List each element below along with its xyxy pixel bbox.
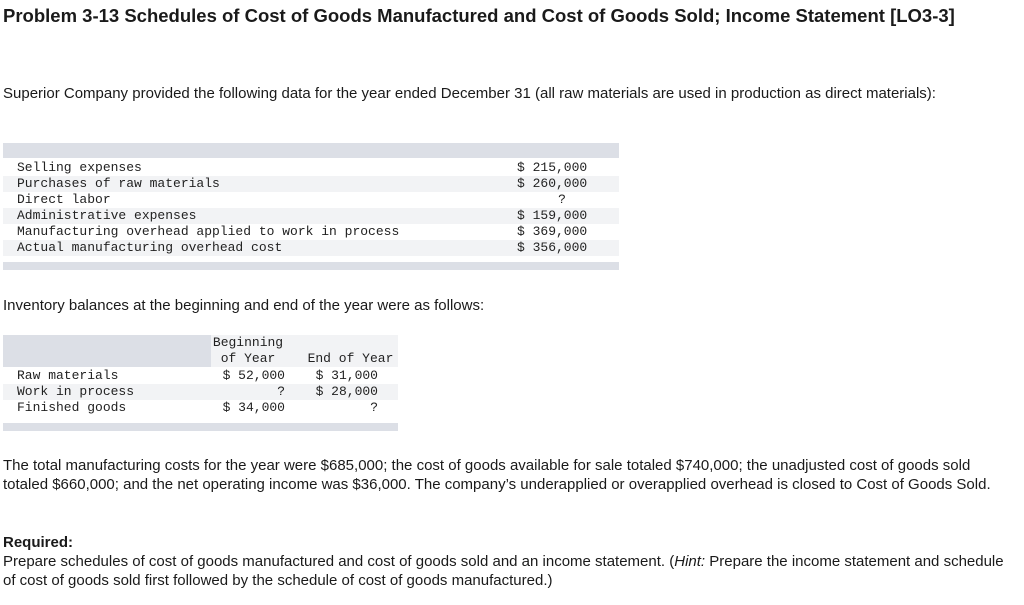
table-header-band — [3, 335, 211, 367]
data-table: Selling expenses $ 215,000 Purchases of ra… — [3, 143, 619, 270]
table-row: Selling expenses $ 215,000 — [3, 160, 619, 176]
row-value: $ 34,000 — [222, 400, 285, 415]
table-header-band — [211, 335, 398, 367]
row-value: $ 260,000 — [517, 176, 588, 191]
column-header: End of Year — [307, 351, 394, 366]
row-value: ? — [370, 400, 378, 415]
row-value: $ 369,000 — [517, 224, 588, 239]
row-value: $ 52,000 — [222, 368, 285, 383]
intro: Superior Company provided the following … — [3, 85, 936, 102]
inventory-table: Beginning of Year End of Year Raw materials… — [3, 335, 398, 431]
row-label: Administrative expenses — [17, 208, 197, 223]
table-header-band — [3, 143, 619, 158]
table-row: Administrative expenses $ 159,000 — [3, 208, 619, 224]
row-value: $ 28,000 — [315, 384, 378, 399]
column-header: of Year — [220, 351, 276, 366]
row-label: Manufacturing overhead applied to work i… — [17, 224, 400, 239]
row-value: $ 356,000 — [517, 240, 588, 255]
table-row: Direct labor? — [3, 192, 619, 208]
required-label: Required: — [3, 534, 74, 551]
table-row: Manufacturing overhead applied to work i… — [3, 224, 619, 240]
table-row: Raw materials $ 52,000 $ 31,000 — [3, 368, 398, 384]
paragraph: The total manufacturing costs for the ye… — [3, 457, 991, 493]
hint-label: Hint: — [674, 553, 706, 570]
row-label: Actual manufacturing overhead cost — [17, 240, 283, 255]
row-label: Finished goods — [17, 400, 127, 415]
row-label: Raw materials — [17, 368, 119, 383]
row-value: $ 159,000 — [517, 208, 588, 223]
row-value: ? — [277, 384, 285, 399]
row-label: Direct labor — [17, 192, 111, 207]
row-label: Purchases of raw materials — [17, 176, 220, 191]
table-footer-band — [3, 423, 398, 431]
row-value: $ 31,000 — [315, 368, 378, 383]
row-label: Work in process — [17, 384, 135, 399]
row-value: ? — [558, 192, 566, 207]
table-row: Work in process? $ 28,000 — [3, 384, 398, 400]
row-value: $ 215,000 — [517, 160, 588, 175]
table-row: Actual manufacturing overhead cost $ 356,… — [3, 240, 619, 256]
table-row: Purchases of raw materials $ 260,000 — [3, 176, 619, 192]
title: Problem 3-13 Schedules of Cost of Goods … — [3, 5, 955, 26]
table-row: Finished goods $ 34,000? — [3, 400, 398, 416]
table-footer-band — [3, 262, 619, 270]
required-text: Prepare the income statement and schedul… — [3, 553, 1004, 589]
inventory-intro: Inventory balances at the beginning and … — [3, 297, 485, 314]
required: Required: Prepare schedules of cost of g… — [3, 533, 1013, 590]
required-text: Prepare schedules of cost of goods manuf… — [3, 553, 675, 570]
row-label: Selling expenses — [17, 160, 142, 175]
column-header: Beginning — [212, 335, 284, 350]
